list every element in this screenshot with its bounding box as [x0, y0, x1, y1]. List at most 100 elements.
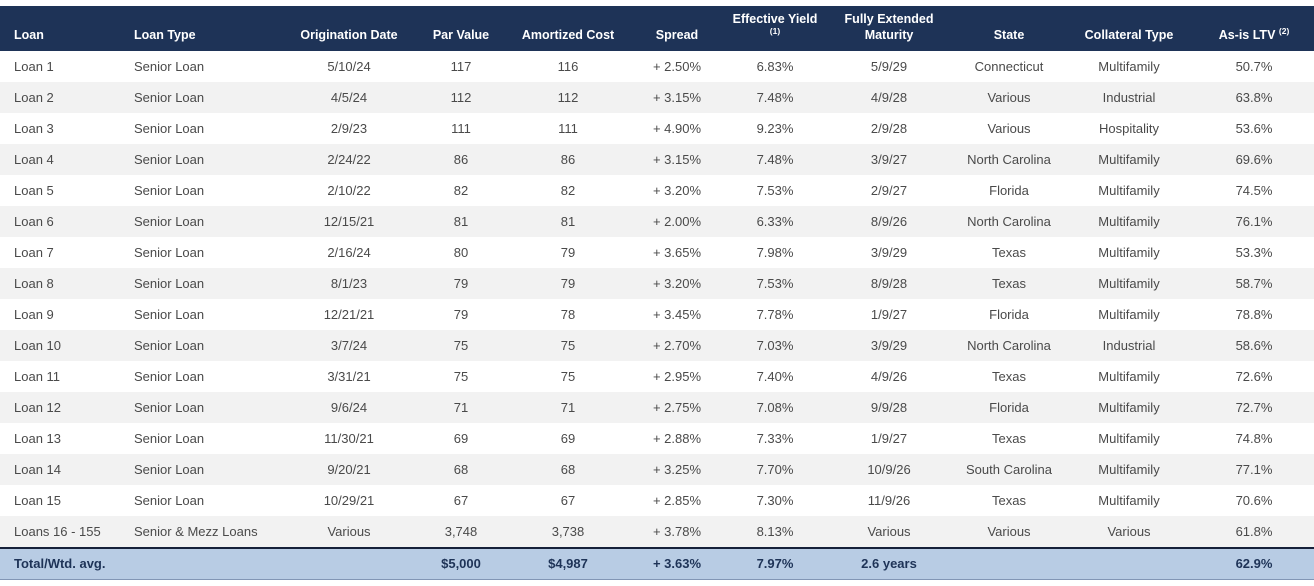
- cell-par-value: 80: [453, 244, 469, 260]
- cell-loan-type: Senior Loan: [134, 492, 205, 508]
- cell-state: Florida: [989, 306, 1029, 322]
- cell-loan: Loan 5: [14, 182, 54, 198]
- cell-collateral-type: Industrial: [1102, 89, 1156, 105]
- table-row: Loan 4 Senior Loan 2/24/22 86 86 + 3.15% 7.48%…: [0, 143, 1314, 175]
- cell-fully-extended-maturity: 3/9/29: [870, 337, 908, 353]
- cell-as-is-ltv: 77.1%: [1235, 461, 1273, 477]
- cell-loan-type: Senior & Mezz Loans: [134, 523, 258, 539]
- cell-spread: + 4.90%: [652, 120, 702, 136]
- cell-state: Texas: [992, 492, 1026, 508]
- cell-state: Florida: [989, 399, 1029, 415]
- table-row: Loan 2 Senior Loan 4/5/24 112 112 + 3.15% 7.48…: [0, 81, 1314, 113]
- table-row: Loan 11 Senior Loan 3/31/21 75 75 + 2.95% 7.40…: [0, 360, 1314, 392]
- cell-fully-extended-maturity: 11/9/26: [867, 492, 911, 508]
- cell-loan-type: Senior Loan: [134, 461, 205, 477]
- cell-loan: Loan 15: [14, 492, 61, 508]
- table-row: Loan 15 Senior Loan 10/29/21 67 67 + 2.85% 7.3…: [0, 484, 1314, 516]
- total-cell-collateral-type: [1064, 548, 1194, 580]
- cell-origination-date: 3/31/21: [327, 368, 371, 384]
- cell-loan-type: Senior Loan: [134, 368, 205, 384]
- cell-origination-date: 9/6/24: [330, 399, 368, 415]
- column-header-label: Collateral Type: [1084, 28, 1174, 43]
- total-cell-as-is-ltv: 62.9%: [1235, 556, 1273, 571]
- cell-collateral-type: Multifamily: [1098, 306, 1160, 322]
- cell-spread: + 3.45%: [652, 306, 702, 322]
- cell-amortized-cost: 78: [560, 306, 576, 322]
- cell-amortized-cost: 71: [560, 399, 576, 415]
- cell-collateral-type: Multifamily: [1098, 368, 1160, 384]
- cell-as-is-ltv: 53.3%: [1235, 244, 1273, 260]
- cell-as-is-ltv: 53.6%: [1235, 120, 1273, 136]
- cell-loan: Loan 13: [14, 430, 61, 446]
- cell-collateral-type: Hospitality: [1099, 120, 1159, 136]
- cell-effective-yield: 7.48%: [756, 151, 794, 167]
- cell-fully-extended-maturity: 9/9/28: [870, 399, 908, 415]
- column-header-label: Par Value: [432, 28, 490, 43]
- cell-effective-yield: 6.33%: [756, 213, 794, 229]
- total-cell-fully-extended-maturity: 2.6 years: [861, 556, 917, 571]
- total-cell-amortized-cost: $4,987: [548, 556, 588, 571]
- column-header-label: Effective Yield: [732, 12, 818, 26]
- cell-spread: + 2.70%: [652, 337, 702, 353]
- cell-collateral-type: Multifamily: [1098, 182, 1160, 198]
- cell-as-is-ltv: 58.6%: [1235, 337, 1273, 353]
- column-header-label: State: [993, 28, 1025, 43]
- cell-fully-extended-maturity: Various: [867, 523, 911, 539]
- cell-collateral-type: Industrial: [1102, 337, 1156, 353]
- cell-spread: + 2.75%: [652, 399, 702, 415]
- cell-as-is-ltv: 58.7%: [1235, 275, 1273, 291]
- total-cell-par-value: $5,000: [441, 556, 481, 571]
- cell-loan: Loan 2: [14, 89, 54, 105]
- cell-as-is-ltv: 72.7%: [1235, 399, 1273, 415]
- cell-loan-type: Senior Loan: [134, 120, 205, 136]
- cell-loan-type: Senior Loan: [134, 244, 205, 260]
- cell-as-is-ltv: 74.8%: [1235, 430, 1273, 446]
- cell-collateral-type: Multifamily: [1098, 58, 1160, 74]
- total-cell-loan-type: [130, 548, 284, 580]
- cell-amortized-cost: 69: [560, 430, 576, 446]
- cell-amortized-cost: 79: [560, 275, 576, 291]
- column-header-label: Loan Type: [134, 28, 196, 43]
- cell-spread: + 3.15%: [652, 151, 702, 167]
- cell-spread: + 3.78%: [652, 523, 702, 539]
- total-cell-spread: + 3.63%: [652, 556, 702, 571]
- cell-amortized-cost: 112: [557, 89, 579, 105]
- column-header-label: Loan: [14, 28, 44, 43]
- cell-par-value: 71: [453, 399, 469, 415]
- cell-fully-extended-maturity: 2/9/27: [870, 182, 908, 198]
- cell-amortized-cost: 81: [560, 213, 576, 229]
- cell-state: Connecticut: [974, 58, 1044, 74]
- cell-as-is-ltv: 74.5%: [1235, 182, 1273, 198]
- table-row: Loan 13 Senior Loan 11/30/21 69 69 + 2.88% 7.3…: [0, 422, 1314, 454]
- cell-par-value: 111: [451, 120, 471, 136]
- loan-portfolio-table: Loan Loan Type Origination Date Par Value Am…: [0, 6, 1314, 580]
- cell-effective-yield: 9.23%: [756, 120, 794, 136]
- cell-origination-date: 8/1/23: [330, 275, 368, 291]
- cell-collateral-type: Multifamily: [1098, 244, 1160, 260]
- cell-effective-yield: 7.30%: [756, 492, 794, 508]
- cell-amortized-cost: 75: [560, 368, 576, 384]
- cell-origination-date: 12/21/21: [323, 306, 375, 322]
- table-row: Loan 3 Senior Loan 2/9/23 111 111 + 4.90% 9.23…: [0, 112, 1314, 144]
- cell-loan: Loan 6: [14, 213, 54, 229]
- cell-origination-date: 9/20/21: [327, 461, 371, 477]
- cell-state: Florida: [989, 182, 1029, 198]
- table-row: Loans 16 - 155 Senior & Mezz Loans Various…: [0, 515, 1314, 548]
- cell-collateral-type: Multifamily: [1098, 275, 1160, 291]
- cell-as-is-ltv: 61.8%: [1235, 523, 1273, 539]
- cell-amortized-cost: 75: [560, 337, 576, 353]
- header-row: Loan Loan Type Origination Date Par Value Am…: [0, 6, 1314, 51]
- column-header-loan-type: Loan Type: [130, 6, 284, 51]
- column-header-label: As-is LTV: [1218, 28, 1276, 43]
- cell-origination-date: 3/7/24: [330, 337, 368, 353]
- cell-loan: Loan 12: [14, 399, 61, 415]
- cell-as-is-ltv: 50.7%: [1235, 58, 1273, 74]
- cell-effective-yield: 7.33%: [756, 430, 794, 446]
- cell-loan: Loan 8: [14, 275, 54, 291]
- cell-loan-type: Senior Loan: [134, 399, 205, 415]
- cell-loan-type: Senior Loan: [134, 337, 205, 353]
- cell-effective-yield: 7.98%: [756, 244, 794, 260]
- cell-origination-date: 2/16/24: [327, 244, 371, 260]
- cell-origination-date: 5/10/24: [327, 58, 371, 74]
